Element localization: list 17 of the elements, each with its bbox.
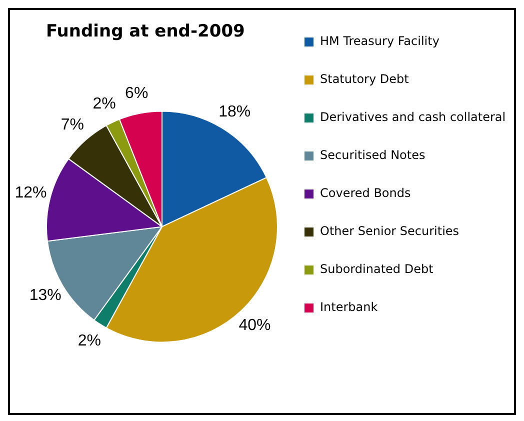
data-label: 13%: [29, 287, 62, 304]
data-label: 2%: [78, 332, 101, 350]
data-label: 6%: [125, 85, 148, 102]
legend-label: Derivatives and cash collateral: [320, 110, 506, 124]
legend-label: Covered Bonds: [320, 186, 411, 200]
legend-label: Subordinated Debt: [320, 262, 434, 276]
legend-label: HM Treasury Facility: [320, 34, 440, 48]
legend-label: Other Senior Securities: [320, 224, 460, 238]
data-label: 40%: [238, 316, 271, 334]
data-label: 2%: [92, 96, 116, 112]
data-label: 7%: [60, 116, 84, 134]
data-label: 12%: [14, 184, 47, 202]
legend-label: Interbank: [320, 300, 378, 314]
legend-label: Statutory Debt: [320, 72, 410, 86]
data-label: 18%: [218, 104, 251, 121]
chart-title: Funding at end-2009: [46, 22, 245, 42]
legend-label: Securitised Notes: [320, 148, 426, 162]
